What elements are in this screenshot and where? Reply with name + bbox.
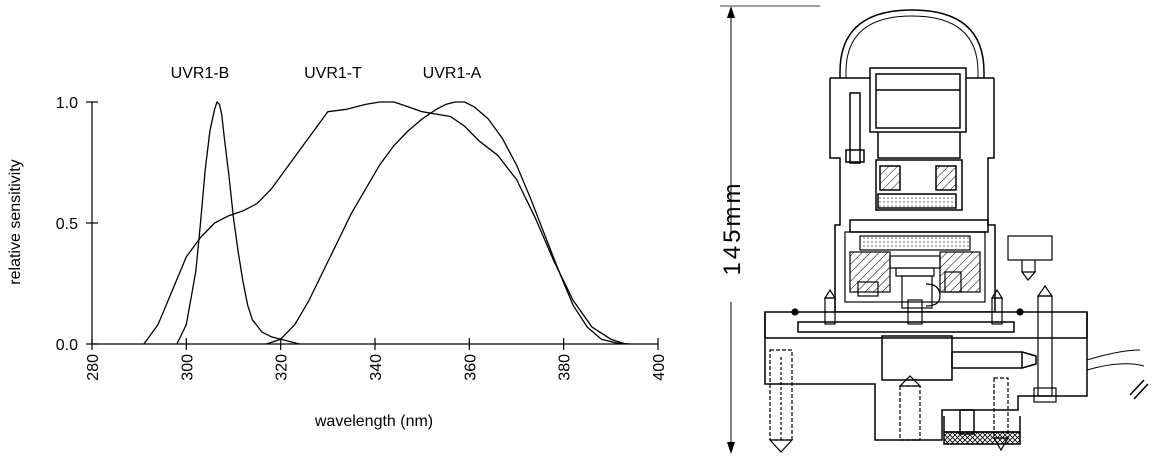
base-housing [764,311,1149,445]
series-line-uvr1-b [176,101,300,345]
x-tick-label: 340 [368,354,385,381]
chart-series [143,101,630,345]
y-tick-label: 1.0 [56,95,78,112]
chart-ticks: 280 300 320 340 360 380 400 0.0 0.5 1.0 [56,95,668,381]
series-label-uvr1-a: UVR1-A [423,65,482,82]
x-tick-label: 400 [651,354,668,381]
side-connector [1007,235,1053,281]
y-axis-label: relative sensitivity [7,159,24,284]
y-tick-label: 0.0 [56,337,78,354]
dimension-line: 145mm [719,5,820,454]
x-tick-label: 280 [85,354,102,381]
series-label-uvr1-b: UVR1-B [171,65,230,82]
chart-axes [91,102,658,345]
sensor-cross-section-drawing: 145mm [719,5,1149,454]
screws [768,284,1057,453]
y-tick-label: 0.5 [56,216,78,233]
x-tick-label: 380 [557,354,574,381]
x-tick-label: 360 [462,354,479,381]
series-line-uvr1-t [143,101,626,345]
x-tick-label: 320 [274,354,291,381]
x-tick-label: 300 [179,354,196,381]
dimension-label: 145mm [719,180,746,275]
series-line-uvr1-a [266,101,630,345]
series-label-uvr1-t: UVR1-T [304,65,362,82]
upper-housing [829,67,996,313]
x-axis-label: wavelength (nm) [314,413,433,430]
chart-legend-labels: UVR1-B UVR1-T UVR1-A [171,65,482,82]
detector-assembly [844,231,986,309]
